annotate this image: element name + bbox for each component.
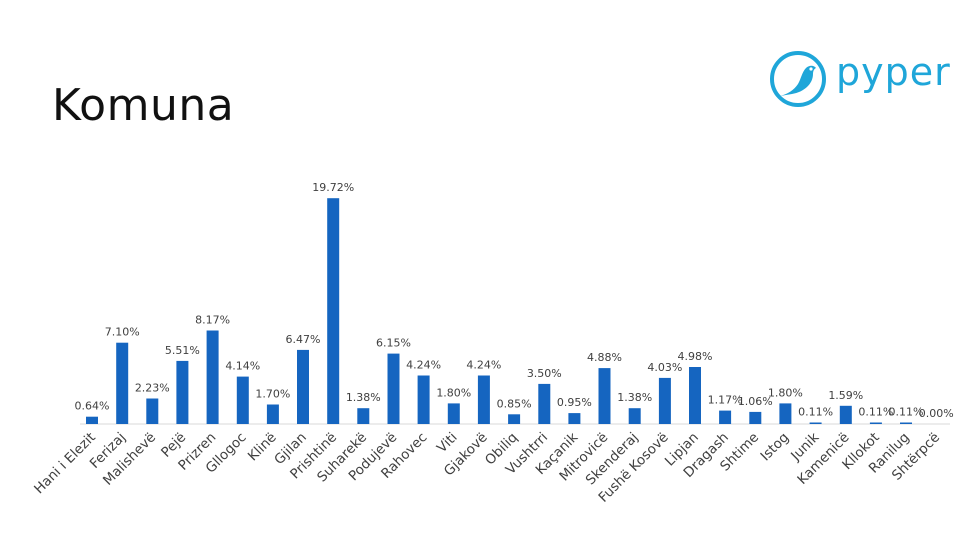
bar — [477, 375, 490, 424]
data-label: 1.06% — [738, 395, 773, 408]
data-label: 5.51% — [165, 344, 200, 357]
slide-title: Komuna — [52, 80, 235, 131]
bar — [266, 404, 279, 424]
bar — [900, 422, 912, 424]
bar — [447, 403, 460, 424]
data-label: 4.24% — [466, 359, 501, 372]
bar — [387, 353, 400, 424]
bar — [568, 413, 581, 424]
bar — [719, 410, 732, 424]
bar — [327, 198, 340, 424]
data-label: 1.38% — [617, 391, 652, 404]
data-label: 2.23% — [135, 382, 170, 395]
data-label: 4.88% — [587, 351, 622, 364]
category-labels-group: Hani i ElezitFerizajMalishevëPejëPrizren… — [31, 429, 943, 505]
bar — [658, 377, 671, 424]
data-label: 1.59% — [828, 389, 863, 402]
data-label: 0.64% — [75, 400, 110, 413]
bar — [749, 411, 762, 424]
bar — [146, 398, 159, 424]
data-label: 19.72% — [312, 181, 354, 194]
data-label: 0.11% — [858, 406, 893, 419]
data-label: 4.24% — [406, 359, 441, 372]
data-label: 4.14% — [225, 360, 260, 373]
logo-text: pyper — [836, 50, 951, 94]
bar — [357, 408, 370, 424]
data-label: 1.80% — [768, 386, 803, 399]
bar — [206, 330, 219, 424]
data-label: 1.17% — [708, 394, 743, 407]
data-label: 0.00% — [919, 407, 954, 420]
data-label: 0.95% — [557, 396, 592, 409]
bar — [598, 368, 611, 424]
bar — [236, 376, 249, 424]
data-label: 6.47% — [286, 333, 321, 346]
bar — [176, 360, 189, 424]
bars-group — [86, 198, 912, 424]
bar — [508, 414, 521, 424]
bar — [417, 375, 430, 424]
data-label: 0.11% — [889, 406, 924, 419]
bar — [779, 403, 792, 424]
bar — [869, 422, 882, 424]
data-label: 4.03% — [647, 361, 682, 374]
bar — [689, 367, 701, 424]
data-label: 6.15% — [376, 337, 411, 350]
data-label: 1.38% — [346, 391, 381, 404]
data-label: 8.17% — [195, 314, 230, 327]
data-labels-group: 0.64% 7.10% 2.23% 5.51% 8.17% 4.14% 1.70% 6.47%… — [75, 181, 954, 420]
data-label: 4.98% — [678, 350, 713, 363]
bar — [538, 383, 551, 424]
bar — [86, 416, 98, 424]
data-label: 0.11% — [798, 406, 833, 419]
bird-icon — [770, 51, 826, 107]
bar — [297, 349, 309, 424]
data-label: 7.10% — [105, 326, 140, 339]
data-label: 1.80% — [436, 386, 471, 399]
bar — [809, 422, 822, 424]
bar — [116, 342, 129, 424]
category-label: Istog — [757, 430, 792, 465]
pyper-logo: pyper — [768, 48, 958, 112]
data-label: 3.50% — [527, 367, 562, 380]
bar — [628, 408, 641, 424]
data-label: 0.85% — [497, 397, 532, 410]
data-label: 1.70% — [255, 388, 290, 401]
bar — [839, 405, 852, 424]
